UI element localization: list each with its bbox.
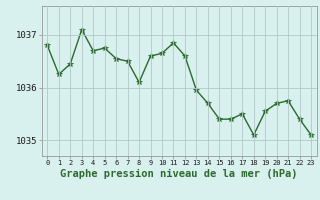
X-axis label: Graphe pression niveau de la mer (hPa): Graphe pression niveau de la mer (hPa) bbox=[60, 169, 298, 179]
